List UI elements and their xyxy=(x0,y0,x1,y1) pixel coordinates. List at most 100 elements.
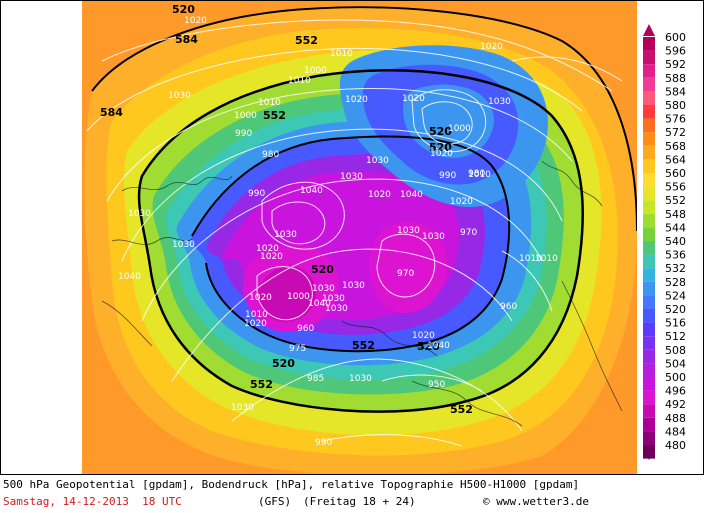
pressure-label: 1030 xyxy=(342,281,365,291)
pressure-label: 950 xyxy=(428,380,445,390)
legend-label: 592 xyxy=(665,58,686,71)
pressure-label: 1030 xyxy=(231,403,254,413)
legend-label: 560 xyxy=(665,167,686,180)
legend-swatch xyxy=(643,309,655,323)
legend-swatch xyxy=(643,322,655,337)
geopotential-label: 552 xyxy=(352,339,375,352)
color-scale-legend: 6005965925885845805765725685645605565525… xyxy=(643,24,686,460)
pressure-label: 1040 xyxy=(400,190,423,200)
geopotential-label: 584 xyxy=(100,106,123,119)
pressure-label: 1030 xyxy=(172,240,195,250)
isobars xyxy=(86,19,623,447)
pressure-label: 975 xyxy=(289,344,306,354)
caption-description: 500 hPa Geopotential [gpdam], Bodendruck… xyxy=(3,478,580,491)
legend-swatch xyxy=(643,37,655,51)
pressure-label: 1020 xyxy=(345,95,368,105)
legend-label: 500 xyxy=(665,371,686,384)
coastlines xyxy=(101,160,623,427)
legend-swatch xyxy=(643,173,655,187)
weather-map: 552 552 552 552 552 520 520 520 520 520 … xyxy=(82,1,637,474)
legend-arrow-top xyxy=(643,24,655,36)
pressure-label: 1010 xyxy=(245,310,268,320)
geopotential-label: 552 xyxy=(450,403,473,416)
pressure-label: 990 xyxy=(235,129,252,139)
legend-swatch xyxy=(643,336,655,350)
legend-label: 552 xyxy=(665,194,686,207)
contour-552 xyxy=(137,69,584,413)
legend-swatch xyxy=(643,132,655,146)
pressure-label: 1000 xyxy=(287,292,310,302)
pressure-label: 1020 xyxy=(402,94,425,104)
pressure-label: 1030 xyxy=(168,91,191,101)
pressure-label: 970 xyxy=(460,228,477,238)
legend-label: 504 xyxy=(665,357,686,370)
pressure-label: 1000 xyxy=(304,66,327,76)
geopotential-label: 520 xyxy=(172,3,195,16)
pressure-label: 985 xyxy=(307,374,324,384)
legend-swatch xyxy=(643,254,655,269)
legend-swatch xyxy=(643,417,655,432)
pressure-label: 1030 xyxy=(128,209,151,219)
pressure-label: 1030 xyxy=(366,156,389,166)
legend-label: 584 xyxy=(665,85,686,98)
pressure-label: 1030 xyxy=(422,232,445,242)
legend-swatch xyxy=(643,404,655,418)
legend-swatch xyxy=(643,77,655,92)
legend-label: 600 xyxy=(665,31,686,44)
legend-swatch xyxy=(643,377,655,391)
legend-label: 548 xyxy=(665,208,686,221)
legend-swatch xyxy=(643,281,655,296)
legend-swatch xyxy=(643,349,655,364)
geopotential-label: 520 xyxy=(272,357,295,370)
legend-swatch xyxy=(643,186,655,201)
pressure-label: 1020 xyxy=(412,331,435,341)
legend-label: 564 xyxy=(665,153,686,166)
legend-label: 576 xyxy=(665,113,686,126)
pressure-label: 1010 xyxy=(258,98,281,108)
pressure-label: 1020 xyxy=(430,149,453,159)
pressure-label: 1030 xyxy=(312,284,335,294)
pressure-label: 990 xyxy=(439,171,456,181)
pressure-label: 1030 xyxy=(274,230,297,240)
caption-copyright[interactable]: © www.wetter3.de xyxy=(483,495,589,508)
pressure-label: 960 xyxy=(297,324,314,334)
geopotential-label: 520 xyxy=(311,263,334,276)
legend-label: 488 xyxy=(665,412,686,425)
geopotential-label-group: 552 552 552 552 552 520 520 520 520 520 … xyxy=(100,3,473,416)
legend-label: 580 xyxy=(665,99,686,112)
legend-label: 528 xyxy=(665,276,686,289)
legend-label: 596 xyxy=(665,45,686,58)
caption-model: (GFS) xyxy=(258,495,292,508)
legend-label: 536 xyxy=(665,249,686,262)
caption-bar: 500 hPa Geopotential [gpdam], Bodendruck… xyxy=(0,474,704,513)
geopotential-label: 520 xyxy=(417,340,440,353)
legend-label: 544 xyxy=(665,221,686,234)
pressure-label: 1030 xyxy=(325,304,348,314)
geopotential-label: 552 xyxy=(250,378,273,391)
pressure-label: 1030 xyxy=(488,97,511,107)
legend-swatch xyxy=(643,213,655,228)
pressure-label: 1010 xyxy=(288,76,311,86)
legend-swatch xyxy=(643,118,655,133)
legend-swatch xyxy=(643,363,655,377)
pressure-label: 980 xyxy=(468,169,485,179)
geopotential-label: 520 xyxy=(429,125,452,138)
pressure-label: 1040 xyxy=(300,186,323,196)
legend-label: 508 xyxy=(665,344,686,357)
pressure-label: 1000 xyxy=(234,111,257,121)
legend-swatch xyxy=(643,268,655,282)
pressure-label: 990 xyxy=(315,438,332,448)
legend-label: 524 xyxy=(665,289,686,302)
legend-label: 572 xyxy=(665,126,686,139)
geopotential-label: 584 xyxy=(175,33,198,46)
pressure-label: 1020 xyxy=(244,319,267,329)
legend-swatch xyxy=(643,295,655,309)
pressure-label: 980 xyxy=(262,150,279,160)
pressure-label: 1010 xyxy=(468,170,491,180)
legend-swatch xyxy=(643,64,655,78)
legend-arrow-bottom xyxy=(643,448,655,460)
contour-520 xyxy=(191,135,511,353)
caption-run: (Freitag 18 + 24) xyxy=(303,495,416,508)
pressure-label: 1020 xyxy=(260,252,283,262)
legend-swatch xyxy=(643,145,655,160)
